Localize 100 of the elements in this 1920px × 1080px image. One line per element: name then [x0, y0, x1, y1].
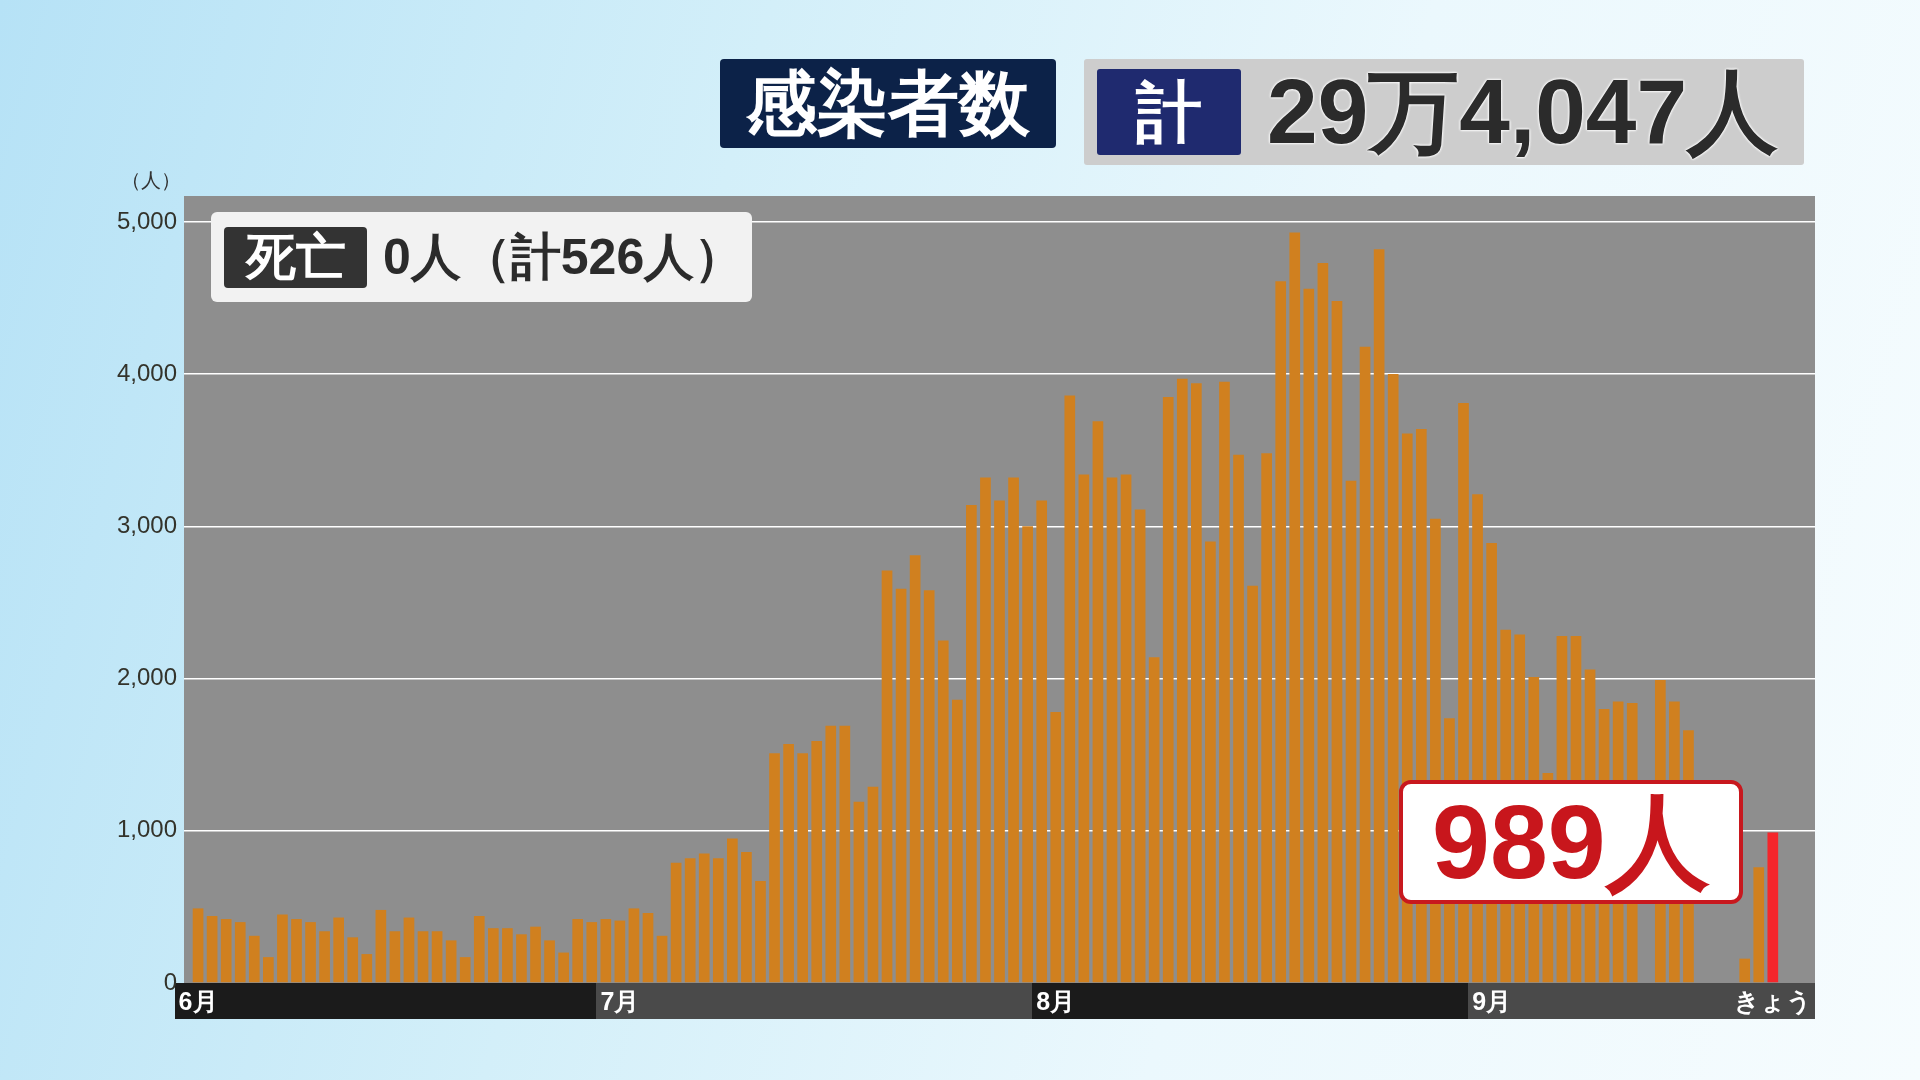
bar — [881, 570, 893, 983]
annotation: 0人（計526人） — [383, 227, 745, 287]
bar — [263, 957, 274, 983]
text: 29万4,047人 — [1267, 59, 1778, 164]
bar — [558, 952, 569, 983]
bar — [431, 931, 443, 983]
chart-title: 感染者数 — [720, 59, 1057, 148]
bar — [712, 858, 724, 983]
bar — [698, 853, 710, 983]
bar — [797, 753, 808, 983]
bar — [586, 922, 598, 983]
bar — [1120, 474, 1132, 983]
y-tick-label: 3,000 — [116, 510, 177, 538]
bar — [1134, 509, 1146, 983]
annotation: 989人 — [1398, 780, 1743, 905]
bar — [305, 922, 316, 983]
bar — [1078, 474, 1090, 983]
bar — [769, 753, 780, 983]
bar — [1233, 454, 1244, 983]
bar — [1739, 958, 1751, 983]
bar — [1345, 480, 1357, 983]
bar — [1373, 249, 1385, 983]
bar — [656, 935, 668, 983]
y-tick-label: 1,000 — [116, 815, 177, 843]
bar — [361, 954, 373, 983]
bar — [220, 919, 232, 983]
bar — [516, 934, 527, 983]
bar — [333, 917, 345, 983]
bar — [1022, 526, 1033, 983]
bar — [825, 725, 837, 983]
bar — [1050, 712, 1062, 983]
bar — [1008, 477, 1019, 983]
bar — [923, 590, 935, 983]
bar — [727, 838, 738, 983]
bar — [670, 862, 682, 983]
bar — [445, 940, 457, 983]
bar — [1261, 453, 1272, 983]
bar — [614, 920, 626, 983]
bar — [1387, 374, 1399, 983]
bar — [459, 957, 471, 983]
bar — [530, 926, 541, 983]
bar — [755, 881, 766, 983]
bar — [234, 922, 246, 983]
x-tick-label: 8月 — [1036, 986, 1076, 1015]
bar — [1247, 585, 1258, 983]
bar — [417, 931, 429, 983]
bar — [1275, 281, 1287, 983]
annotation: 死亡 — [224, 226, 367, 288]
bar — [1753, 867, 1765, 983]
bar — [192, 908, 204, 983]
bar — [1176, 378, 1188, 983]
x-tick-label: 7月 — [600, 986, 640, 1015]
bar — [1092, 421, 1104, 983]
bar — [1162, 396, 1174, 983]
y-tick-label: 4,000 — [116, 358, 177, 386]
bar — [839, 725, 851, 983]
bar — [1191, 383, 1202, 983]
y-tick-label: 2,000 — [116, 663, 177, 691]
bar — [1205, 541, 1216, 983]
bar — [966, 505, 977, 983]
bar — [277, 914, 288, 983]
bar — [1289, 232, 1301, 983]
bar — [291, 919, 302, 983]
bar — [502, 928, 513, 983]
bar — [951, 699, 963, 983]
bar — [937, 640, 949, 983]
bar — [487, 928, 499, 983]
bar — [1064, 395, 1076, 983]
text: 計 — [1097, 69, 1242, 155]
bar — [206, 916, 218, 983]
bar — [319, 931, 330, 983]
y-tick-label: 5,000 — [116, 206, 177, 234]
x-tick-label: 6月 — [178, 986, 218, 1015]
bar — [1106, 477, 1118, 983]
bar — [572, 919, 584, 983]
bar — [600, 919, 612, 983]
bar — [1359, 346, 1371, 983]
bar — [1767, 832, 1779, 983]
bar — [1148, 657, 1160, 983]
bar — [867, 786, 879, 983]
y-axis-title: （人） — [121, 168, 181, 193]
x-tick-label: きょう — [1733, 986, 1812, 1016]
bar — [853, 801, 865, 983]
bar — [980, 477, 991, 983]
bar — [347, 937, 359, 983]
bar — [628, 908, 640, 983]
bar — [473, 916, 485, 983]
bar — [1303, 288, 1315, 983]
bar — [1036, 500, 1048, 983]
bar — [994, 500, 1005, 983]
bar — [1317, 262, 1329, 983]
x-tick-label: 9月 — [1472, 986, 1512, 1015]
bar — [909, 555, 921, 983]
bar — [783, 744, 794, 983]
bar — [389, 931, 401, 983]
y-tick-label: 0 — [163, 967, 177, 995]
bar — [1219, 381, 1230, 983]
bar — [741, 852, 752, 983]
bar — [544, 940, 555, 983]
bar — [1331, 301, 1343, 983]
